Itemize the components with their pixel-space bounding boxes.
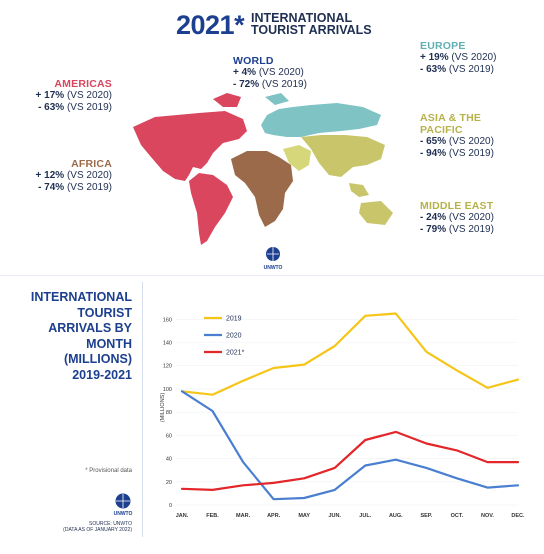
region-world-vs2019: - 72% (VS 2019) xyxy=(233,79,307,90)
x-tick-label: OCT. xyxy=(451,513,464,519)
region-europe-vs2019: - 63% (VS 2019) xyxy=(420,64,494,75)
unwto-logo-bottom: UNWTO xyxy=(114,493,133,517)
y-tick-label: 120 xyxy=(163,364,172,370)
x-tick-label: DEC. xyxy=(511,513,525,519)
unwto-logo-text: UNWTO xyxy=(114,511,133,517)
series-line-2020 xyxy=(180,390,520,501)
source-line: (DATA AS OF JANUARY 2022) xyxy=(63,527,132,533)
region-middle-east-vs2020: - 24% (VS 2020) xyxy=(420,212,494,223)
chart-series xyxy=(180,312,520,501)
region-africa-vs2019: - 74% (VS 2019) xyxy=(38,182,112,193)
y-axis-label: (MILLIONS) xyxy=(160,393,166,423)
x-tick-label: AUG. xyxy=(389,513,403,519)
x-tick-label: JUN. xyxy=(328,513,341,519)
chart-title-line: TOURIST xyxy=(77,305,132,320)
y-tick-label: 20 xyxy=(166,480,172,486)
x-tick-label: NOV. xyxy=(481,513,494,519)
map-americas xyxy=(133,93,247,245)
region-americas-vs2019: - 63% (VS 2019) xyxy=(38,102,112,113)
source-note: SOURCE: UNWTO (DATA AS OF JANUARY 2022) xyxy=(40,521,132,533)
map-africa xyxy=(231,151,293,227)
y-tick-label: 100 xyxy=(163,387,172,393)
x-tick-label: APR. xyxy=(267,513,281,519)
region-europe: EUROPE + 19% (VS 2020) - 63% (VS 2019) xyxy=(420,40,496,76)
page-title-line2: TOURIST ARRIVALS xyxy=(251,23,372,37)
unwto-logo: UNWTO xyxy=(264,247,283,271)
chart-title-line: (MILLIONS) xyxy=(63,352,132,366)
region-world: WORLD + 4% (VS 2020) - 72% (VS 2019) xyxy=(233,55,307,91)
x-tick-label: JUL. xyxy=(359,513,371,519)
chart-legend: 2019 2020 2021* xyxy=(204,316,245,357)
y-tick-label: 160 xyxy=(163,317,172,323)
region-europe-vs2020: + 19% (VS 2020) xyxy=(420,52,497,63)
page-title: INTERNATIONAL TOURIST ARRIVALS xyxy=(251,11,391,37)
x-axis-ticks: JAN. FEB. MAR. APR. MAY JUN. JUL. AUG. SEP. OCT. N… xyxy=(176,513,525,519)
region-middle-east: MIDDLE EAST - 24% (VS 2020) - 79% (VS 20… xyxy=(420,200,494,236)
section-divider xyxy=(0,275,544,276)
legend-label: 2021* xyxy=(226,350,245,357)
region-africa-name: AFRICA xyxy=(71,158,112,170)
chart-title-line: MONTH xyxy=(86,336,132,351)
region-americas-vs2020: + 17% (VS 2020) xyxy=(35,90,112,101)
x-tick-label: MAY xyxy=(298,513,310,519)
chart-title-line: ARRIVALS BY xyxy=(48,321,132,335)
region-asia-vs2019: - 94% (VS 2019) xyxy=(420,148,494,159)
region-africa-vs2020: + 12% (VS 2020) xyxy=(35,170,112,181)
region-asia-name-1: ASIA & THE xyxy=(420,112,482,124)
chart-side-rule xyxy=(142,282,143,537)
region-asia-pacific: ASIA & THE PACIFIC - 65% (VS 2020) - 94%… xyxy=(420,112,494,160)
x-tick-label: MAR. xyxy=(236,513,251,519)
page-title-line1: INTERNATIONAL xyxy=(251,11,353,25)
map-europe xyxy=(261,93,381,137)
chart-grid xyxy=(176,318,518,506)
region-world-vs2020: + 4% (VS 2020) xyxy=(233,67,304,78)
region-middle-east-vs2019: - 79% (VS 2019) xyxy=(420,224,494,235)
y-tick-label: 80 xyxy=(166,410,172,416)
region-asia-name-2: PACIFIC xyxy=(420,124,463,136)
map-asia xyxy=(301,135,393,225)
y-tick-label: 40 xyxy=(166,457,172,463)
legend-label: 2020 xyxy=(226,333,242,340)
region-middle-east-name: MIDDLE EAST xyxy=(420,200,494,212)
y-tick-label: 140 xyxy=(163,341,172,347)
region-europe-name: EUROPE xyxy=(420,40,466,52)
region-americas: AMERICAS + 17% (VS 2020) - 63% (VS 2019) xyxy=(20,78,112,114)
region-world-name: WORLD xyxy=(233,55,274,67)
map-middle-east xyxy=(283,145,311,171)
region-asia-vs2020: - 65% (VS 2020) xyxy=(420,136,494,147)
page-title-year: 2021* xyxy=(176,10,245,40)
chart-title-line: 2019-2021 xyxy=(72,367,132,382)
source-line: SOURCE: UNWTO xyxy=(89,521,132,527)
unwto-logo-text: UNWTO xyxy=(264,265,283,271)
world-map xyxy=(133,93,393,245)
chart-title-line: INTERNATIONAL xyxy=(30,290,132,304)
legend-label: 2019 xyxy=(226,316,242,323)
chart-title: INTERNATIONAL TOURIST ARRIVALS BY MONTH … xyxy=(0,290,132,383)
series-line-2021 xyxy=(180,430,520,491)
y-tick-label: 0 xyxy=(169,503,172,509)
y-axis-ticks: 0 20 40 60 80 100 120 140 160 xyxy=(163,317,172,509)
provisional-note: * Provisional data xyxy=(85,468,132,474)
series-line-2019 xyxy=(180,312,520,396)
region-americas-name: AMERICAS xyxy=(54,78,112,90)
y-tick-label: 60 xyxy=(166,433,172,439)
x-tick-label: FEB. xyxy=(206,513,219,519)
x-tick-label: JAN. xyxy=(176,513,189,519)
line-chart: 0 20 40 60 80 100 120 140 160 JAN. FEB. MAR. APR. MA… xyxy=(160,312,525,519)
x-tick-label: SEP. xyxy=(420,513,432,519)
region-africa: AFRICA + 12% (VS 2020) - 74% (VS 2019) xyxy=(20,158,112,194)
